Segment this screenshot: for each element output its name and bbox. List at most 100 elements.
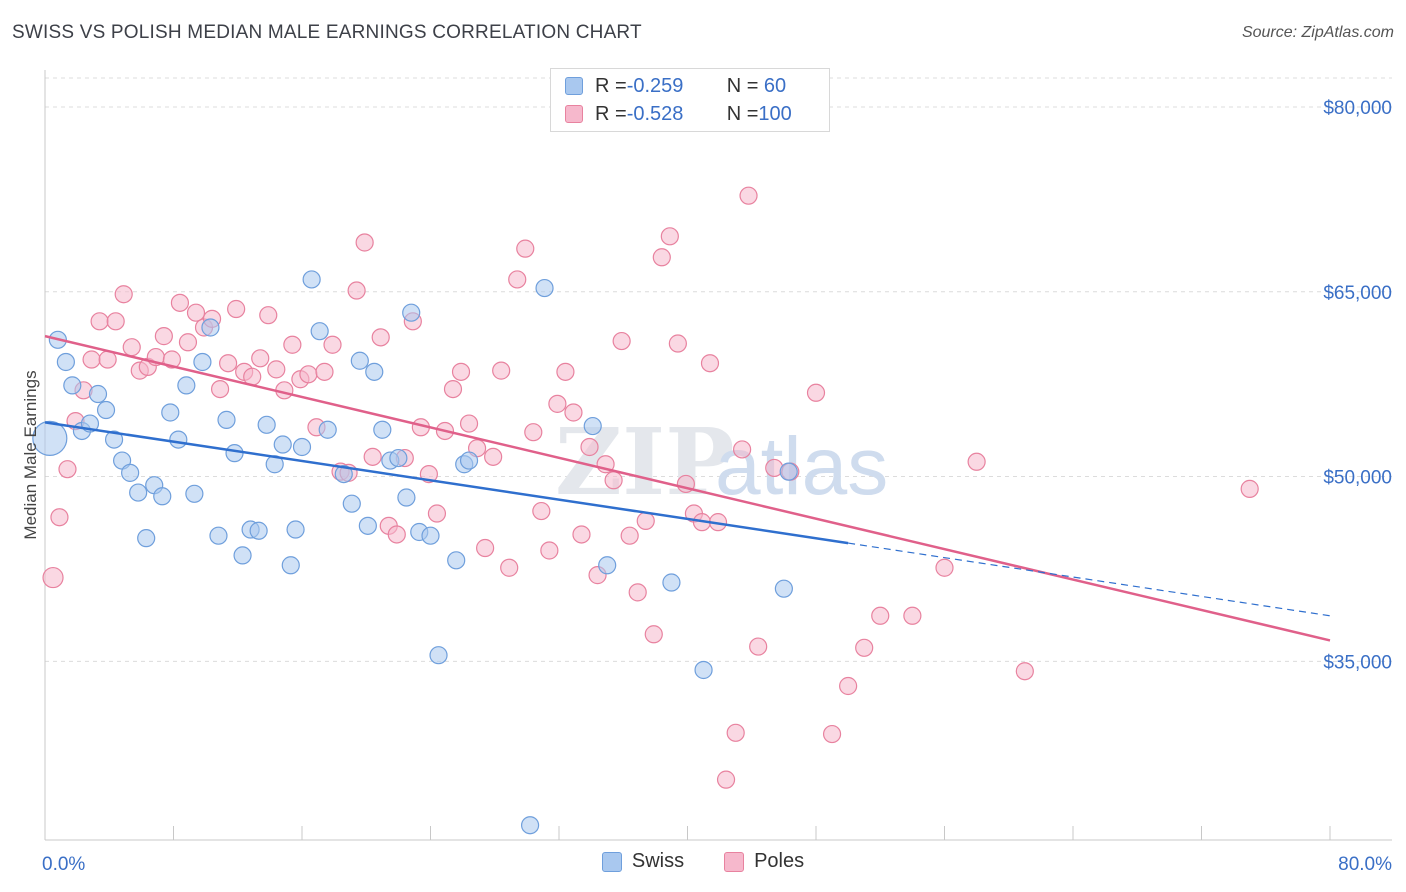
y-tick-label: $35,000 [1323,652,1392,673]
poles-point [50,508,69,527]
swiss-point [32,420,68,456]
poles-point [508,270,527,289]
swiss-swatch [565,77,583,95]
swiss-point [161,403,180,422]
legend-n-value: 100 [758,102,792,125]
swiss-point [774,579,793,598]
poles-point [532,501,551,521]
poles-point [154,327,173,346]
swiss-trend-extension [848,542,1331,617]
swiss-point [779,462,798,481]
legend-n-label: N = [726,102,759,125]
poles-point [726,723,745,742]
legend-item-poles: Poles [724,850,804,873]
legend-r-value: -0.259 [626,74,684,97]
swiss-point [286,520,305,539]
poles-point [186,303,206,322]
poles-point [283,335,302,354]
poles-point [620,526,639,545]
y-tick-label: $65,000 [1323,283,1392,304]
poles-point [371,328,390,347]
legend-r-value: -0.528 [626,102,684,125]
poles-point [323,335,342,354]
source-label: Source: ZipAtlas.com [1241,24,1394,41]
poles-point [476,538,495,558]
poles-swatch [565,105,583,123]
poles-point [855,638,874,657]
swiss-point [334,464,353,484]
x-tick-label-max: 80.0% [1338,854,1392,875]
legend-r-label: R = [595,102,627,125]
poles-point [427,504,447,523]
swiss-trend-line [44,421,849,545]
y-tick-label: $80,000 [1323,98,1392,119]
poles-point [967,452,986,471]
swiss-point [177,376,196,395]
swiss-point [402,303,421,322]
poles-trend-line [44,334,1331,642]
swiss-point [257,415,276,434]
poles-point [749,637,768,656]
poles-point [315,362,334,381]
swiss-point [520,816,540,835]
poles-point [90,312,109,331]
poles-point [700,354,720,373]
legend-label-poles: Poles [754,850,805,872]
poles-point [644,625,663,644]
swiss-point [447,551,466,570]
swiss-point [318,420,337,439]
legend-n-label: N = [726,74,759,97]
swiss-point [535,278,554,298]
swiss-points [32,270,798,835]
poles-point [492,361,511,380]
swiss-point [217,410,236,429]
swiss-point [249,521,268,540]
swiss-point [694,660,713,680]
series-legend: Swiss Poles [0,850,1406,873]
swiss-point [397,488,416,507]
poles-point [299,365,318,384]
swiss-point [292,437,312,457]
swiss-point [233,546,252,565]
poles-point [259,306,278,325]
poles-point [178,333,198,352]
swiss-point [421,526,440,545]
swiss-point [342,494,361,513]
swiss-point [583,416,602,436]
poles-point [363,447,382,466]
poles-point [612,331,631,351]
swiss-point [225,444,244,463]
poles-point [227,299,246,319]
y-tick-label: $50,000 [1323,468,1392,489]
swiss-legend-swatch [601,851,622,872]
poles-point [219,354,238,373]
swiss-point [350,351,369,370]
poles-point [484,447,503,466]
poles-point [387,525,406,544]
poles-point [604,471,623,490]
poles-point [564,403,583,422]
swiss-point [104,430,124,449]
swiss-point [137,529,156,548]
poles-point [114,285,133,304]
poles-point [668,334,687,353]
swiss-point [429,646,448,665]
poles-point [548,394,567,413]
poles-point [572,525,591,544]
y-axis-label: Median Male Earnings [21,370,40,539]
swiss-point [365,362,384,381]
watermark-atlas: atlas [715,421,888,512]
poles-point [347,281,366,300]
poles-point [251,349,270,368]
legend-row-swiss: R = -0.259 N = 60 [565,73,786,99]
poles-point [443,379,463,399]
x-tick-label-min: 0.0% [42,854,85,875]
swiss-point [121,463,140,482]
poles-point [839,676,858,696]
poles-point [935,558,954,577]
poles-point [162,350,181,369]
swiss-point [96,400,116,420]
poles-point [267,360,286,379]
swiss-point [662,573,681,592]
